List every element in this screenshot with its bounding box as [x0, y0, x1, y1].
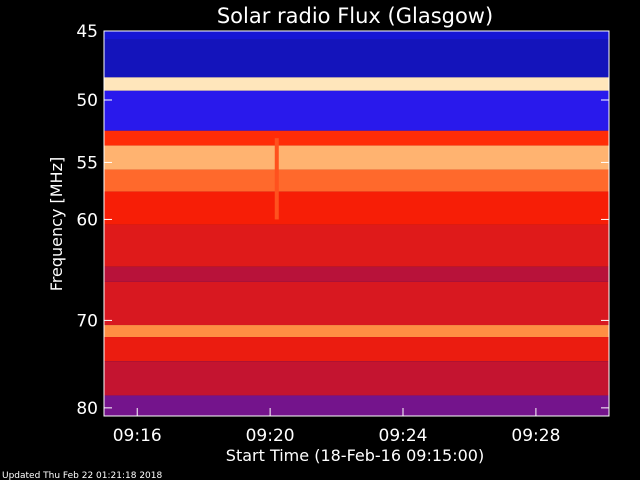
- chart-title: Solar radio Flux (Glasgow): [217, 4, 493, 28]
- spectrum-band: [104, 361, 609, 396]
- x-tick-label: 09:20: [246, 426, 295, 446]
- spectrum-band: [104, 281, 609, 326]
- y-axis-label: Frequency [MHz]: [47, 157, 66, 291]
- x-tick-label: 09:16: [113, 426, 162, 446]
- spectrogram-plot-area: [104, 31, 609, 416]
- spectrum-band: [104, 90, 609, 131]
- x-tick-label: 09:28: [511, 426, 560, 446]
- spectrum-band: [104, 130, 609, 146]
- spectrum-band: [104, 395, 609, 416]
- y-tick-label: 80: [76, 399, 98, 419]
- spectrum-band: [104, 337, 609, 362]
- spectrum-band: [104, 325, 609, 338]
- x-axis: 09:16 09:20 09:24 09:28: [113, 408, 560, 446]
- spectrum-band: [104, 224, 609, 267]
- y-tick-label: 45: [76, 22, 98, 42]
- spectrum-band: [104, 39, 609, 78]
- y-tick-label: 70: [76, 311, 98, 331]
- plot-frame: [103, 30, 610, 417]
- spectrum-band: [104, 169, 609, 192]
- y-tick-label: 60: [76, 210, 98, 230]
- y-tick-label: 50: [76, 91, 98, 111]
- spectrum-band: [104, 191, 609, 225]
- footer-updated-text: Updated Thu Feb 22 01:21:18 2018: [2, 471, 163, 480]
- spectrum-band: [104, 77, 609, 91]
- spectrum-band: [104, 31, 609, 40]
- x-axis-label: Start Time (18-Feb-16 09:15:00): [226, 446, 484, 465]
- y-axis: 45 50 55 60 70 80: [76, 22, 609, 419]
- y-tick-label: 55: [76, 153, 98, 173]
- spectrum-band: [104, 266, 609, 282]
- burst-event: [274, 138, 279, 220]
- spectrum-band: [104, 145, 609, 170]
- x-tick-label: 09:24: [379, 426, 428, 446]
